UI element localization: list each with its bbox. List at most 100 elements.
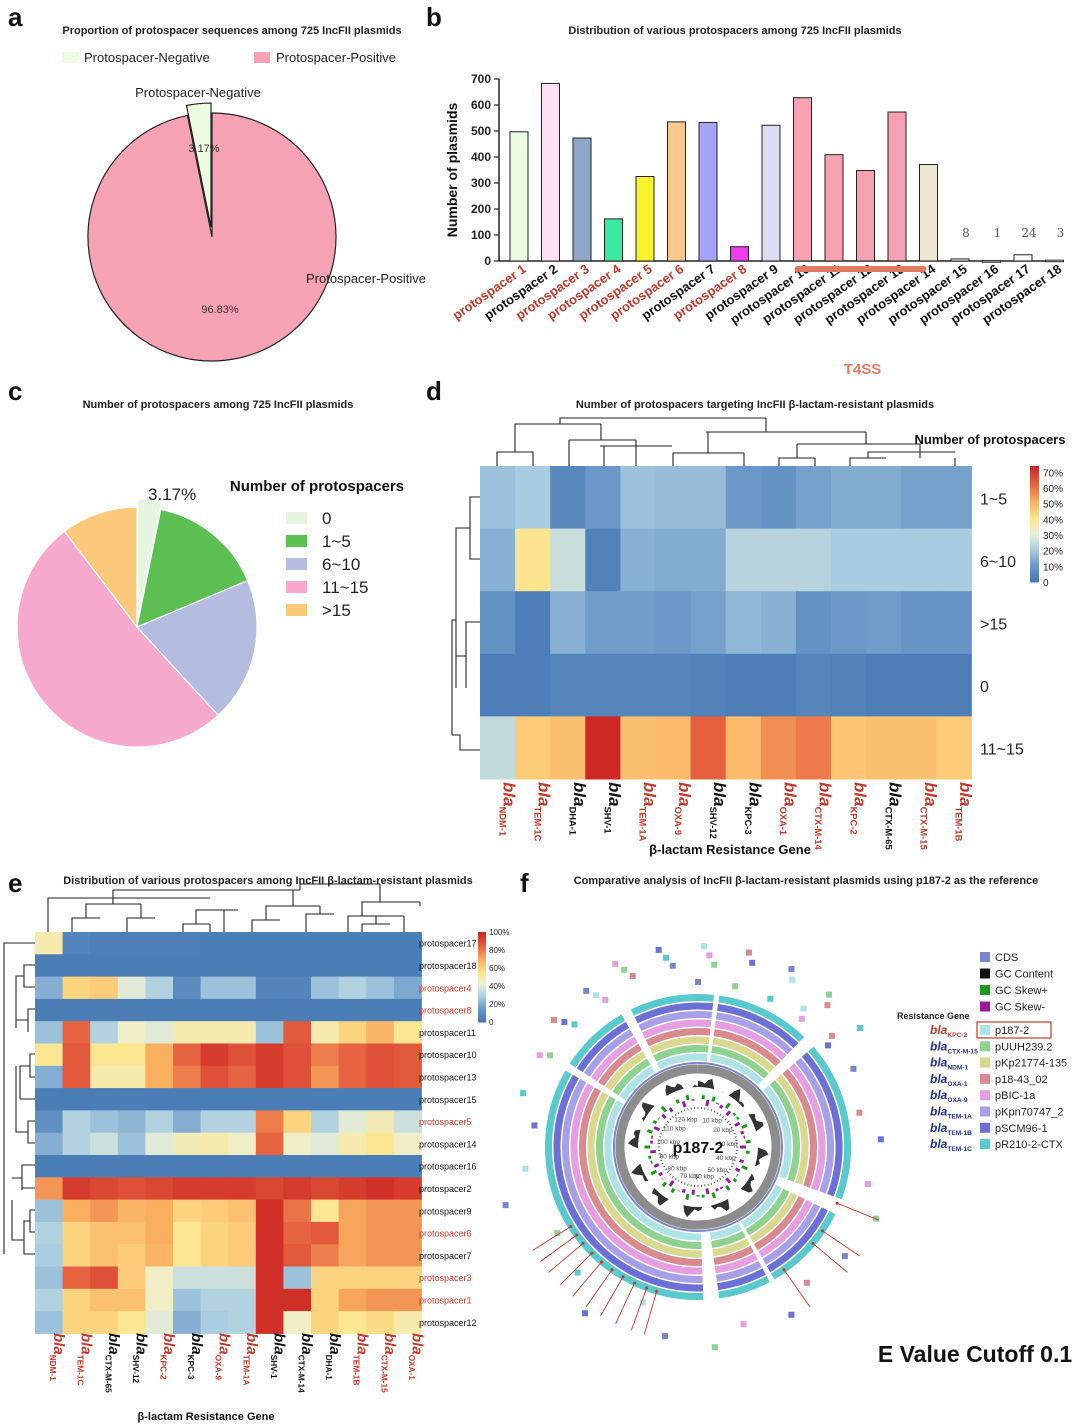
gene-main: bla <box>930 1105 948 1119</box>
gene-main: bla <box>409 1333 426 1355</box>
feature-block <box>877 1136 884 1143</box>
gc-skew-bar <box>681 1100 687 1108</box>
gc-skew-bar <box>681 1188 686 1194</box>
heat-cell <box>35 932 64 955</box>
feature-block <box>865 1181 872 1188</box>
heat-cell <box>255 1221 284 1245</box>
feature-block <box>856 1025 863 1032</box>
gc-skew-bar <box>725 1184 731 1191</box>
heat-cell <box>255 976 284 1000</box>
colorbar-segment <box>1030 534 1039 537</box>
spacer-arrow-head <box>575 1233 579 1237</box>
gene-sub: KPC-3 <box>743 807 753 835</box>
heat-cell <box>117 1244 146 1267</box>
panel-title-d: Number of protospacers targeting IncFII … <box>576 399 934 411</box>
heat-cell <box>62 932 91 955</box>
legend-swatch <box>980 1122 990 1133</box>
gene-sub: DHA-1 <box>324 1355 333 1381</box>
heat-cell <box>393 1132 422 1156</box>
colorbar-segment <box>1030 522 1039 525</box>
colorbar-segment <box>478 1016 486 1019</box>
heat-cell <box>393 1311 422 1334</box>
gene-main: bla <box>886 782 905 807</box>
heat-cell <box>200 932 229 955</box>
panel-label-a: a <box>8 2 23 32</box>
spacer-arrow-head <box>581 1241 585 1245</box>
heat-cell <box>35 1288 64 1312</box>
heat-cell <box>620 528 656 592</box>
row-label: 1~5 <box>980 491 1007 508</box>
gc-skew-bar <box>711 1192 716 1199</box>
gc-skew-bar <box>670 1187 676 1194</box>
colorbar-segment <box>478 942 486 945</box>
heat-cell <box>338 976 367 1000</box>
heat-cell <box>35 1244 64 1267</box>
gene-sub: CTX-M-15 <box>379 1355 388 1393</box>
colorbar-segment <box>478 988 486 991</box>
row-label: >15 <box>980 617 1007 634</box>
heat-cell <box>690 716 727 780</box>
heat-cell <box>255 1199 284 1223</box>
heat-cell <box>117 1266 146 1290</box>
colorbar-segment <box>1030 516 1039 519</box>
heat-cell <box>393 932 422 955</box>
heat-cell <box>145 1288 174 1312</box>
feature-block <box>841 1253 848 1260</box>
inner-tick <box>733 1132 736 1135</box>
heat-cell <box>283 1155 312 1178</box>
heat-cell <box>480 466 516 530</box>
column-label: blaSHV-1 <box>603 782 624 834</box>
gene-main: bla <box>500 782 519 807</box>
colorbar-segment <box>1030 490 1039 493</box>
feature-block <box>547 1052 554 1059</box>
colorbar-segment <box>478 968 486 971</box>
ring-segment <box>562 1079 703 1283</box>
inner-tick <box>671 1116 674 1119</box>
legend-swatch <box>980 1090 990 1101</box>
gc-skew-bar <box>691 1189 696 1195</box>
ring-segment <box>758 1199 813 1258</box>
heat-cell <box>62 1266 91 1290</box>
inner-tick <box>728 1168 731 1171</box>
heat-cell <box>35 1199 64 1223</box>
column-label: blaDHA-1 <box>324 1333 343 1380</box>
ring-segment <box>712 1037 775 1073</box>
feature-block <box>550 1017 557 1024</box>
row-label: protospacer6 <box>419 1229 472 1239</box>
inner-tick <box>683 1182 686 1185</box>
colorbar-segment <box>1030 498 1039 501</box>
inner-tick <box>687 1183 689 1186</box>
gene-main: bla <box>675 782 694 807</box>
ring-segment <box>579 1087 703 1266</box>
gc-skew-bar <box>739 1159 745 1164</box>
colorbar-segment <box>1030 482 1039 485</box>
plasmid-name: pBIC-1a <box>995 1090 1036 1102</box>
inner-tick <box>661 1162 664 1165</box>
heat-cell <box>62 976 91 1000</box>
inner-tick <box>732 1129 735 1132</box>
inner-tick <box>677 1179 680 1182</box>
gc-skew-bar <box>719 1186 724 1190</box>
inner-tick <box>719 1177 722 1180</box>
gc-skew-bar <box>658 1171 663 1177</box>
inner-tick <box>661 1129 664 1132</box>
gene-sub: TEM-1B <box>954 807 964 842</box>
heat-cell <box>283 1088 312 1111</box>
inner-tick <box>663 1126 666 1129</box>
inner-tick <box>660 1132 663 1135</box>
ring-segment <box>801 1052 843 1197</box>
gc-skew-bar <box>668 1107 674 1113</box>
legend-entry: Protospacer-Negative <box>84 50 210 65</box>
heat-cell <box>393 1266 422 1290</box>
colorbar-segment <box>1030 486 1039 489</box>
gc-skew-bar <box>745 1139 751 1144</box>
ring-segment <box>769 1080 800 1182</box>
bar-8 <box>730 246 749 262</box>
heat-cell <box>117 1132 146 1156</box>
gene-sub: TEM-1C <box>947 1146 972 1153</box>
heat-cell <box>690 591 727 655</box>
inner-tick <box>716 1112 719 1115</box>
heat-cell <box>283 1288 312 1312</box>
heat-cell <box>795 716 832 780</box>
gene-sub: DHA-1 <box>568 807 578 836</box>
